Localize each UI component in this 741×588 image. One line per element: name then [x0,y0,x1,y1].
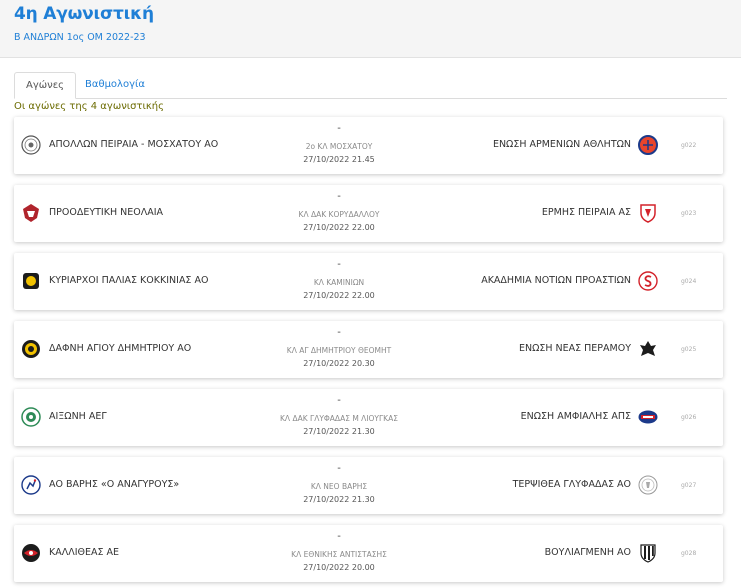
home-team-name[interactable]: ΠΡΟΟΔΕΥΤΙΚΗ ΝΕΟΛΑΙΑ [49,207,164,218]
home-team-name[interactable]: ΚΥΡΙΑΡΧΟΙ ΠΑΛΙΑΣ ΚΟΚΚΙΝΙΑΣ ΑΟ [49,275,209,286]
match-card[interactable]: ΚΑΛΛΙΘΕΑΣ ΑΕ - ΚΛ ΕΘΝΙΚΗΣ ΑΝΤΙΣΤΑΣΗΣ 27/… [14,525,723,582]
match-datetime: 27/10/2022 22.00 [303,291,375,300]
match-venue: ΚΛ ΚΑΜΙΝΙΩΝ [313,278,365,287]
tab-bar: Αγώνες Βαθμολογία [14,72,727,99]
away-team-name[interactable]: ΤΕΡΨΙΘΕΑ ΓΛΥΦΑΔΑΣ ΑΟ [512,479,631,490]
match-card[interactable]: ΑΟ ΒΑΡΗΣ «Ο ΑΝΑΓΥΡΟΥΣ» - ΚΛ ΝΕΟ ΒΑΡΗΣ 27… [14,457,723,514]
kallithea-crest-icon [21,543,41,563]
match-datetime: 27/10/2022 21.45 [303,155,375,164]
match-datetime: 27/10/2022 22.00 [303,223,375,232]
home-team-name[interactable]: ΑΠΟΛΛΩΝ ΠΕΙΡΑΙΑ - ΜΟΣΧΑΤΟΥ ΑΟ [49,139,219,150]
akadimia-crest-icon [638,271,658,291]
match-datetime: 27/10/2022 21.30 [303,427,375,436]
away-team-name[interactable]: ΕΝΩΣΗ ΑΡΜΕΝΙΩΝ ΑΘΛΗΤΩΝ [492,139,631,150]
page-title: 4η Αγωνιστική [14,4,154,24]
home-team-name[interactable]: ΑΟ ΒΑΡΗΣ «Ο ΑΝΑΓΥΡΟΥΣ» [49,479,180,490]
home-team-name[interactable]: ΔΑΦΝΗ ΑΓΙΟΥ ΔΗΜΗΤΡΙΟΥ ΑΟ [49,343,192,354]
away-team-name[interactable]: ΒΟΥΛΙΑΓΜΕΝΗ ΑΟ [544,547,631,558]
amfiali-crest-icon [638,407,658,427]
match-card[interactable]: ΠΡΟΟΔΕΥΤΙΚΗ ΝΕΟΛΑΙΑ - ΚΛ ΔΑΚ ΚΟΡΥΔΑΛΛΟΥ … [14,185,723,242]
match-venue: 2ο ΚΛ ΜΟΣΧΑΤΟΥ [305,142,373,151]
match-code[interactable]: g025 [681,346,697,353]
match-code[interactable]: g022 [681,142,697,149]
match-card[interactable]: ΔΑΦΝΗ ΑΓΙΟΥ ΔΗΜΗΤΡΙΟΥ ΑΟ - ΚΛ ΑΓ ΔΗΜΗΤΡΙ… [14,321,723,378]
armenian-crest-icon [638,135,658,155]
away-team-name[interactable]: ΕΝΩΣΗ ΑΜΦΙΑΛΗΣ ΑΠΣ [520,411,631,422]
page-header: 4η Αγωνιστική Β ΑΝΔΡΩΝ 1ος ΟΜ 2022-23 [0,0,741,58]
match-code[interactable]: g027 [681,482,697,489]
match-score: - [337,259,341,270]
match-venue: ΚΛ ΕΘΝΙΚΗΣ ΑΝΤΙΣΤΑΣΗΣ [291,550,387,559]
apollon-crest-icon [21,135,41,155]
page-subtitle[interactable]: Β ΑΝΔΡΩΝ 1ος ΟΜ 2022-23 [14,32,146,43]
match-datetime: 27/10/2022 20.30 [303,359,375,368]
match-card[interactable]: ΚΥΡΙΑΡΧΟΙ ΠΑΛΙΑΣ ΚΟΚΚΙΝΙΑΣ ΑΟ - ΚΛ ΚΑΜΙΝ… [14,253,723,310]
away-team-name[interactable]: ΑΚΑΔΗΜΙΑ ΝΟΤΙΩΝ ΠΡΟΑΣΤΙΩΝ [481,275,631,286]
dafni-crest-icon [21,339,41,359]
ermis-crest-icon [638,203,658,223]
terpsithea-crest-icon [638,475,658,495]
kyriarxoi-crest-icon [21,271,41,291]
match-code[interactable]: g023 [681,210,697,217]
match-venue: ΚΛ ΑΓ ΔΗΜΗΤΡΙΟΥ ΘΕΟΜΗΤ [286,346,392,355]
match-score: - [337,191,341,202]
match-datetime: 27/10/2022 21.30 [303,495,375,504]
match-score: - [337,463,341,474]
round-caption: Οι αγώνες της 4 αγωνιστικής [14,101,164,112]
match-score: - [337,327,341,338]
away-team-name[interactable]: ΕΡΜΗΣ ΠΕΙΡΑΙΑ ΑΣ [541,207,631,218]
match-score: - [337,395,341,406]
away-team-name[interactable]: ΕΝΩΣΗ ΝΕΑΣ ΠΕΡΑΜΟΥ [518,343,631,354]
tab-standings[interactable]: Βαθμολογία [85,79,145,90]
match-score: - [337,123,341,134]
match-card[interactable]: ΑΠΟΛΛΩΝ ΠΕΙΡΑΙΑ - ΜΟΣΧΑΤΟΥ ΑΟ - 2ο ΚΛ ΜΟ… [14,117,723,174]
tab-matches[interactable]: Αγώνες [14,72,76,99]
match-code[interactable]: g026 [681,414,697,421]
proodeftiki-crest-icon [21,203,41,223]
match-code[interactable]: g028 [681,550,697,557]
home-team-name[interactable]: ΑΙΞΩΝΗ ΑΕΓ [49,411,107,422]
match-card[interactable]: ΑΙΞΩΝΗ ΑΕΓ - ΚΛ ΔΑΚ ΓΛΥΦΑΔΑΣ Μ ΛΙΟΥΓΚΑΣ … [14,389,723,446]
match-score: - [337,531,341,542]
vouliagmeni-crest-icon [638,543,658,563]
varis-crest-icon [21,475,41,495]
aixoni-crest-icon [21,407,41,427]
match-venue: ΚΛ ΝΕΟ ΒΑΡΗΣ [310,482,368,491]
match-venue: ΚΛ ΔΑΚ ΚΟΡΥΔΑΛΛΟΥ [298,210,380,219]
match-datetime: 27/10/2022 20.00 [303,563,375,572]
match-code[interactable]: g024 [681,278,697,285]
match-venue: ΚΛ ΔΑΚ ΓΛΥΦΑΔΑΣ Μ ΛΙΟΥΓΚΑΣ [280,414,398,423]
peramos-crest-icon [638,339,658,359]
home-team-name[interactable]: ΚΑΛΛΙΘΕΑΣ ΑΕ [49,547,120,558]
